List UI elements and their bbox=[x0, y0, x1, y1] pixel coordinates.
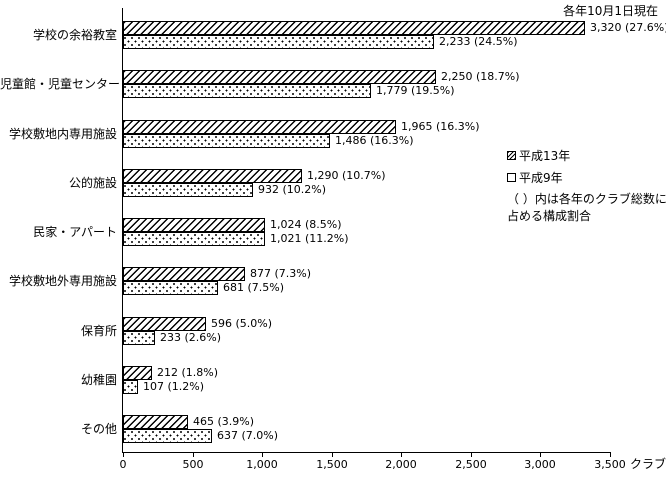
bar-value-label: 1,486 (16.3%) bbox=[335, 134, 414, 147]
parentheses-note: （ ）内は各年のクラブ総数に 占める構成割合 bbox=[507, 191, 666, 225]
category-label: 民家・アパート bbox=[33, 225, 117, 239]
x-axis-tick bbox=[610, 452, 611, 457]
bar-hatched bbox=[123, 70, 436, 84]
legend: 平成13年 平成9年 bbox=[507, 147, 570, 191]
bar-value-label: 107 (1.2%) bbox=[143, 380, 205, 393]
bar-value-label: 1,024 (8.5%) bbox=[270, 218, 342, 231]
asof-date-note: 各年10月1日現在 bbox=[563, 4, 658, 18]
bar-dotted bbox=[123, 84, 371, 98]
bar-value-label: 465 (3.9%) bbox=[193, 415, 255, 428]
legend-label-heisei9: 平成9年 bbox=[519, 171, 563, 185]
bar-dotted bbox=[123, 232, 265, 246]
x-axis-tick-label: 0 bbox=[119, 458, 127, 471]
x-axis-tick bbox=[471, 452, 472, 457]
x-axis-tick-label: 3,000 bbox=[524, 458, 556, 471]
x-axis-line bbox=[122, 452, 611, 453]
bar-value-label: 1,021 (11.2%) bbox=[270, 232, 349, 245]
x-axis-tick bbox=[193, 452, 194, 457]
x-axis-tick bbox=[332, 452, 333, 457]
bar-value-label: 1,965 (16.3%) bbox=[401, 120, 480, 133]
bar-value-label: 3,320 (27.6%) bbox=[590, 21, 666, 34]
bar-hatched bbox=[123, 169, 302, 183]
bar-dotted bbox=[123, 134, 330, 148]
x-axis-unit-label: クラブ bbox=[630, 457, 666, 471]
bar-hatched bbox=[123, 366, 152, 380]
bar-dotted bbox=[123, 35, 434, 49]
category-label: その他 bbox=[80, 422, 117, 436]
x-axis-tick bbox=[262, 452, 263, 457]
bar-hatched bbox=[123, 317, 206, 331]
parentheses-note-line1: （ ）内は各年のクラブ総数に bbox=[507, 192, 666, 206]
x-axis-tick-label: 1,500 bbox=[316, 458, 348, 471]
plain-swatch-icon bbox=[507, 173, 516, 182]
bar-dotted bbox=[123, 183, 253, 197]
bar-dotted bbox=[123, 281, 218, 295]
legend-label-heisei13: 平成13年 bbox=[519, 149, 571, 163]
bar-value-label: 877 (7.3%) bbox=[250, 267, 312, 280]
bar-hatched bbox=[123, 415, 188, 429]
x-axis-tick-label: 2,500 bbox=[455, 458, 487, 471]
bar-value-label: 1,290 (10.7%) bbox=[307, 169, 386, 182]
category-label: 保育所 bbox=[80, 324, 117, 338]
x-axis-tick-label: 3,500 bbox=[594, 458, 626, 471]
category-label: 公的施設 bbox=[68, 176, 117, 190]
bar-dotted bbox=[123, 429, 212, 443]
hatched-swatch-icon bbox=[507, 151, 516, 160]
category-label: 児童館・児童センター bbox=[0, 77, 121, 91]
category-label: 幼稚園 bbox=[80, 373, 117, 387]
x-axis-tick bbox=[123, 452, 124, 457]
x-axis-tick bbox=[540, 452, 541, 457]
bar-dotted bbox=[123, 380, 138, 394]
bar-hatched bbox=[123, 218, 265, 232]
bar-hatched bbox=[123, 120, 396, 134]
bar-value-label: 932 (10.2%) bbox=[258, 183, 327, 196]
x-axis-tick-label: 500 bbox=[182, 458, 204, 471]
legend-item-heisei13: 平成13年 bbox=[507, 147, 570, 164]
bar-value-label: 681 (7.5%) bbox=[223, 281, 285, 294]
bar-hatched bbox=[123, 267, 245, 281]
x-axis-tick bbox=[401, 452, 402, 457]
bar-dotted bbox=[123, 331, 155, 345]
bar-hatched bbox=[123, 21, 585, 35]
bar-value-label: 596 (5.0%) bbox=[211, 317, 273, 330]
category-label: 学校敷地内専用施設 bbox=[8, 127, 117, 141]
y-axis-line bbox=[122, 8, 123, 452]
category-label: 学校敷地外専用施設 bbox=[8, 274, 117, 288]
bar-value-label: 2,250 (18.7%) bbox=[441, 70, 520, 83]
legend-item-heisei9: 平成9年 bbox=[507, 169, 570, 186]
x-axis-tick-label: 2,000 bbox=[385, 458, 417, 471]
bar-value-label: 637 (7.0%) bbox=[217, 429, 279, 442]
bar-value-label: 2,233 (24.5%) bbox=[439, 35, 518, 48]
parentheses-note-line2: 占める構成割合 bbox=[507, 209, 592, 223]
x-axis-tick-label: 1,000 bbox=[246, 458, 278, 471]
category-label: 学校の余裕教室 bbox=[32, 28, 117, 42]
bar-value-label: 233 (2.6%) bbox=[160, 331, 222, 344]
bar-value-label: 1,779 (19.5%) bbox=[376, 84, 455, 97]
bar-value-label: 212 (1.8%) bbox=[157, 366, 219, 379]
